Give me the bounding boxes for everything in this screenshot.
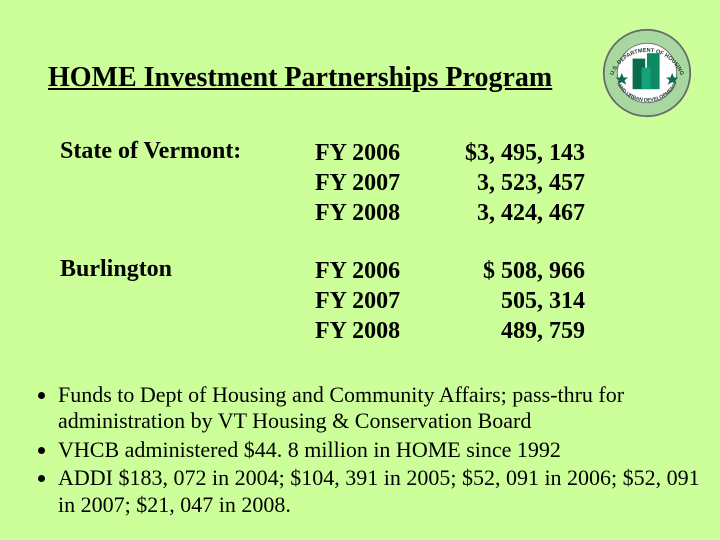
- funding-row: State of Vermont: FY 2006 $3, 495, 143 F…: [60, 138, 660, 228]
- fy: FY 2008: [315, 198, 435, 228]
- fy-line: FY 2008 3, 424, 467: [315, 198, 585, 228]
- fy: FY 2007: [315, 286, 435, 316]
- bullet-item: Funds to Dept of Housing and Community A…: [58, 382, 700, 435]
- funding-label: Burlington: [60, 256, 315, 283]
- fy: FY 2006: [315, 138, 435, 168]
- amount: $3, 495, 143: [435, 138, 585, 168]
- fy-line: FY 2006 $ 508, 966: [315, 256, 585, 286]
- fy-line: FY 2007 505, 314: [315, 286, 585, 316]
- fy-line: FY 2008 489, 759: [315, 316, 585, 346]
- amount: 3, 523, 457: [435, 168, 585, 198]
- fy-line: FY 2006 $3, 495, 143: [315, 138, 585, 168]
- funding-row: Burlington FY 2006 $ 508, 966 FY 2007 50…: [60, 256, 660, 346]
- funding-label: State of Vermont:: [60, 138, 315, 165]
- fy: FY 2006: [315, 256, 435, 286]
- fy-group: FY 2006 $3, 495, 143 FY 2007 3, 523, 457…: [315, 138, 585, 228]
- amount: $ 508, 966: [435, 256, 585, 286]
- bullet-list: Funds to Dept of Housing and Community A…: [36, 382, 700, 520]
- amount: 505, 314: [435, 286, 585, 316]
- bullet-item: VHCB administered $44. 8 million in HOME…: [58, 437, 700, 463]
- fy: FY 2007: [315, 168, 435, 198]
- hud-seal-logo: U.S. DEPARTMENT OF HOUSING AND URBAN DEV…: [602, 28, 692, 118]
- fy-group: FY 2006 $ 508, 966 FY 2007 505, 314 FY 2…: [315, 256, 585, 346]
- funding-section: State of Vermont: FY 2006 $3, 495, 143 F…: [60, 138, 660, 374]
- fy-line: FY 2007 3, 523, 457: [315, 168, 585, 198]
- amount: 489, 759: [435, 316, 585, 346]
- page-title: HOME Investment Partnerships Program: [48, 62, 552, 94]
- bullet-item: ADDI $183, 072 in 2004; $104, 391 in 200…: [58, 465, 700, 518]
- fy: FY 2008: [315, 316, 435, 346]
- amount: 3, 424, 467: [435, 198, 585, 228]
